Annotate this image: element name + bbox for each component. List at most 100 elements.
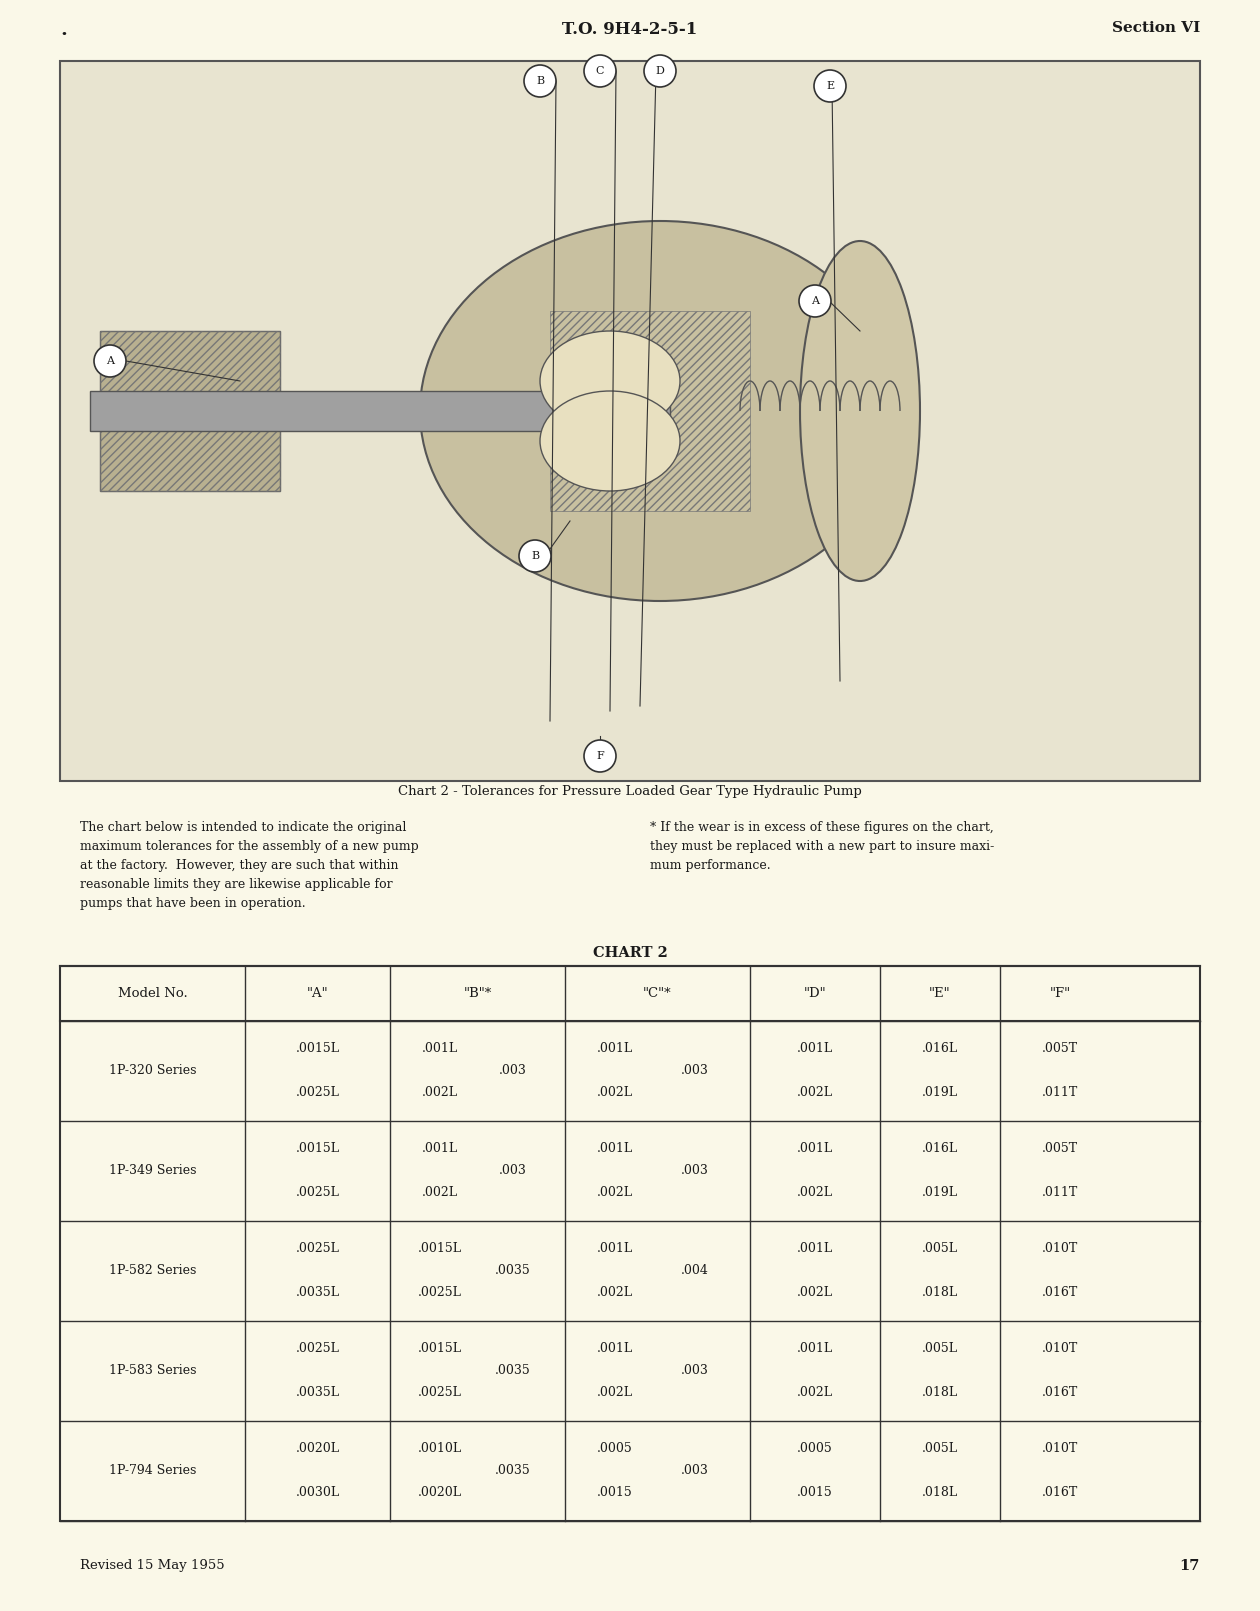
Text: E: E: [827, 81, 834, 90]
Circle shape: [94, 345, 126, 377]
Text: .016T: .016T: [1042, 1287, 1079, 1300]
Text: F: F: [596, 751, 604, 760]
Text: 17: 17: [1179, 1559, 1200, 1572]
Circle shape: [583, 55, 616, 87]
Text: .001L: .001L: [796, 1242, 833, 1255]
Text: .016T: .016T: [1042, 1387, 1079, 1400]
Text: .010T: .010T: [1042, 1342, 1079, 1355]
Bar: [60, 967, 1200, 1521]
Text: .0005: .0005: [798, 1442, 833, 1455]
Text: .005T: .005T: [1042, 1042, 1079, 1055]
Text: C: C: [596, 66, 605, 76]
Text: .002L: .002L: [798, 1387, 833, 1400]
Circle shape: [799, 285, 832, 317]
Text: B: B: [530, 551, 539, 561]
Text: .0025L: .0025L: [296, 1186, 339, 1200]
Text: .0020L: .0020L: [296, 1442, 339, 1455]
Text: 1P-582 Series: 1P-582 Series: [108, 1265, 197, 1278]
Ellipse shape: [541, 330, 680, 432]
Text: .018L: .018L: [922, 1487, 958, 1500]
Text: A: A: [811, 296, 819, 306]
Text: * If the wear is in excess of these figures on the chart,
they must be replaced : * If the wear is in excess of these figu…: [650, 822, 994, 872]
Text: .005L: .005L: [922, 1442, 958, 1455]
Text: CHART 2: CHART 2: [592, 946, 668, 960]
Circle shape: [583, 739, 616, 772]
Ellipse shape: [420, 221, 900, 601]
Ellipse shape: [541, 391, 680, 491]
Text: .0015L: .0015L: [296, 1042, 339, 1055]
Text: Revised 15 May 1955: Revised 15 May 1955: [79, 1559, 224, 1572]
Text: 1P-794 Series: 1P-794 Series: [108, 1464, 197, 1477]
Ellipse shape: [800, 242, 920, 582]
Text: .0025L: .0025L: [296, 1342, 339, 1355]
Text: .0025L: .0025L: [296, 1086, 339, 1099]
Text: .002L: .002L: [422, 1086, 457, 1099]
Text: Section VI: Section VI: [1111, 21, 1200, 35]
Circle shape: [644, 55, 677, 87]
Text: .0015: .0015: [798, 1487, 833, 1500]
Text: .0035: .0035: [495, 1365, 530, 1377]
Text: .001L: .001L: [796, 1142, 833, 1155]
Text: .005L: .005L: [922, 1342, 958, 1355]
Circle shape: [814, 69, 845, 101]
Text: .003: .003: [680, 1365, 708, 1377]
Text: .005T: .005T: [1042, 1142, 1079, 1155]
Text: "C"*: "C"*: [643, 988, 672, 1000]
Text: .002L: .002L: [798, 1287, 833, 1300]
Text: .0020L: .0020L: [418, 1487, 462, 1500]
Bar: [89, 391, 670, 432]
Text: .0015L: .0015L: [418, 1242, 462, 1255]
Text: .011T: .011T: [1042, 1086, 1079, 1099]
Text: .003: .003: [680, 1165, 708, 1178]
Text: .003: .003: [499, 1165, 527, 1178]
Text: .0015L: .0015L: [296, 1142, 339, 1155]
Bar: [100, 330, 280, 491]
Text: .0010L: .0010L: [418, 1442, 462, 1455]
Text: The chart below is intended to indicate the original
maximum tolerances for the : The chart below is intended to indicate …: [79, 822, 418, 910]
Text: .002L: .002L: [597, 1086, 633, 1099]
Text: A: A: [106, 356, 113, 366]
Text: .016T: .016T: [1042, 1487, 1079, 1500]
Text: .0035: .0035: [495, 1464, 530, 1477]
Text: .001L: .001L: [796, 1042, 833, 1055]
Circle shape: [519, 540, 551, 572]
Text: .018L: .018L: [922, 1287, 958, 1300]
Text: .002L: .002L: [597, 1287, 633, 1300]
Text: .003: .003: [499, 1065, 527, 1078]
Text: .0015: .0015: [597, 1487, 633, 1500]
Text: .0025L: .0025L: [418, 1287, 462, 1300]
Text: .004: .004: [680, 1265, 708, 1278]
Text: B: B: [536, 76, 544, 85]
Text: .002L: .002L: [597, 1186, 633, 1200]
Circle shape: [524, 64, 556, 97]
Text: .010T: .010T: [1042, 1442, 1079, 1455]
Text: D: D: [655, 66, 664, 76]
Text: .001L: .001L: [597, 1342, 633, 1355]
Bar: [100, 330, 280, 491]
Text: .0030L: .0030L: [295, 1487, 339, 1500]
Text: .005L: .005L: [922, 1242, 958, 1255]
Text: "F": "F": [1050, 988, 1071, 1000]
Text: "D": "D": [804, 988, 827, 1000]
Text: .: .: [60, 21, 67, 39]
Text: .016L: .016L: [922, 1142, 958, 1155]
Text: .001L: .001L: [597, 1242, 633, 1255]
Text: .001L: .001L: [796, 1342, 833, 1355]
Text: 1P-349 Series: 1P-349 Series: [108, 1165, 197, 1178]
Text: .019L: .019L: [922, 1086, 958, 1099]
Text: "E": "E": [929, 988, 951, 1000]
Text: Chart 2 - Tolerances for Pressure Loaded Gear Type Hydraulic Pump: Chart 2 - Tolerances for Pressure Loaded…: [398, 785, 862, 797]
Text: .002L: .002L: [798, 1086, 833, 1099]
Text: .001L: .001L: [422, 1142, 459, 1155]
Text: .018L: .018L: [922, 1387, 958, 1400]
Text: .001L: .001L: [597, 1142, 633, 1155]
Text: .019L: .019L: [922, 1186, 958, 1200]
Text: .002L: .002L: [798, 1186, 833, 1200]
Text: .002L: .002L: [597, 1387, 633, 1400]
Text: "A": "A": [306, 988, 329, 1000]
Text: .010T: .010T: [1042, 1242, 1079, 1255]
Text: .001L: .001L: [597, 1042, 633, 1055]
Text: 1P-583 Series: 1P-583 Series: [108, 1365, 197, 1377]
Text: .0035L: .0035L: [296, 1287, 339, 1300]
Text: .016L: .016L: [922, 1042, 958, 1055]
